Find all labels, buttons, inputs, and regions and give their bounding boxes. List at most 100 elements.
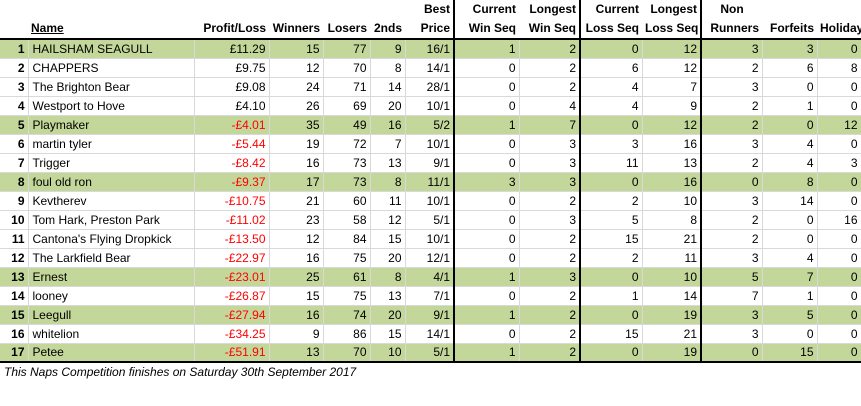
cell-forfeits: 0 xyxy=(762,229,818,249)
cell-non-runners: 3 xyxy=(701,38,763,59)
cell-name: whitelion xyxy=(28,324,195,344)
cell-forfeits: 0 xyxy=(762,324,818,344)
cell-longest-win: 2 xyxy=(519,77,581,97)
cell-best-price: 5/1 xyxy=(405,343,455,363)
cell-current-loss: 2 xyxy=(580,191,643,211)
header-seconds: 2nds xyxy=(370,19,405,40)
cell-non-runners: 3 xyxy=(701,134,763,154)
cell-losers: 61 xyxy=(323,267,371,287)
cell-current-win: 0 xyxy=(453,191,520,211)
cell-longest-loss: 10 xyxy=(642,267,702,287)
table-row: 14 looney -£26.87 15 75 13 7/1 0 2 1 14 7 1 0 xyxy=(0,286,861,306)
cell-rank: 4 xyxy=(0,96,29,116)
cell-rank: 8 xyxy=(0,172,29,192)
cell-longest-win: 7 xyxy=(519,115,581,135)
table-row: 4 Westport to Hove £4.10 26 69 20 10/1 0 4 4 9 2 1 0 xyxy=(0,96,861,116)
cell-profit: £11.29 xyxy=(194,38,270,59)
cell-name: Cantona's Flying Dropkick xyxy=(28,229,195,249)
cell-seconds: 20 xyxy=(370,248,406,268)
cell-forfeits: 4 xyxy=(762,248,818,268)
table-row: 13 Ernest -£23.01 25 61 8 4/1 1 3 0 10 5 7 0 xyxy=(0,267,861,287)
cell-forfeits: 8 xyxy=(762,172,818,192)
cell-non-runners: 3 xyxy=(701,305,763,325)
header-current-win-top: Current xyxy=(453,0,519,19)
cell-longest-loss: 21 xyxy=(642,324,702,344)
cell-non-runners: 2 xyxy=(701,96,763,116)
cell-profit: -£34.25 xyxy=(194,324,270,344)
cell-best-price: 11/1 xyxy=(405,172,455,192)
cell-forfeits: 7 xyxy=(762,267,818,287)
table-row: 16 whitelion -£34.25 9 86 15 14/1 0 2 15 21 3 0 0 xyxy=(0,324,861,344)
cell-holiday: 0 xyxy=(817,229,861,249)
cell-current-win: 0 xyxy=(453,134,520,154)
cell-longest-win: 3 xyxy=(519,172,581,192)
cell-holiday: 0 xyxy=(817,305,861,325)
header-winners: Winners xyxy=(269,19,323,40)
cell-winners: 9 xyxy=(269,324,324,344)
cell-forfeits: 1 xyxy=(762,286,818,306)
cell-rank: 2 xyxy=(0,58,29,78)
cell-current-win: 1 xyxy=(453,267,520,287)
header-losers-top xyxy=(323,0,370,19)
cell-holiday: 0 xyxy=(817,38,861,59)
header-rank-top xyxy=(0,0,28,19)
cell-seconds: 12 xyxy=(370,210,406,230)
cell-holiday: 0 xyxy=(817,286,861,306)
cell-forfeits: 4 xyxy=(762,134,818,154)
table-row: 7 Trigger -£8.42 16 73 13 9/1 0 3 11 13 2 4 3 xyxy=(0,153,861,173)
cell-non-runners: 3 xyxy=(701,248,763,268)
cell-losers: 70 xyxy=(323,58,371,78)
cell-name: martin tyler xyxy=(28,134,195,154)
cell-forfeits: 0 xyxy=(762,77,818,97)
cell-longest-loss: 16 xyxy=(642,172,702,192)
cell-rank: 17 xyxy=(0,343,29,363)
cell-current-loss: 11 xyxy=(580,153,643,173)
table-row: 15 Leegull -£27.94 16 74 20 9/1 1 2 0 19 3 5 0 xyxy=(0,305,861,325)
cell-current-win: 1 xyxy=(453,305,520,325)
cell-name: CHAPPERS xyxy=(28,58,195,78)
header-current-loss-top: Current xyxy=(595,2,639,16)
cell-best-price: 9/1 xyxy=(405,153,455,173)
cell-current-win: 0 xyxy=(453,324,520,344)
table-header: Best Current Longest Current Longest Non… xyxy=(0,0,861,40)
cell-winners: 16 xyxy=(269,248,324,268)
cell-current-loss: 3 xyxy=(580,134,643,154)
cell-longest-loss: 7 xyxy=(642,77,702,97)
cell-holiday: 8 xyxy=(817,58,861,78)
cell-longest-win: 2 xyxy=(519,343,581,363)
cell-best-price: 5/1 xyxy=(405,210,455,230)
header-forfeits-top xyxy=(762,0,817,19)
cell-current-loss: 15 xyxy=(580,324,643,344)
header-longest-loss-top: Longest xyxy=(642,0,702,19)
cell-name: Playmaker xyxy=(28,115,195,135)
cell-winners: 12 xyxy=(269,58,324,78)
cell-losers: 71 xyxy=(323,77,371,97)
cell-current-loss: 0 xyxy=(580,38,643,59)
cell-holiday: 3 xyxy=(817,153,861,173)
cell-current-win: 0 xyxy=(453,77,520,97)
cell-non-runners: 0 xyxy=(701,343,763,363)
cell-current-loss: 0 xyxy=(580,343,643,363)
cell-non-runners: 5 xyxy=(701,267,763,287)
cell-best-price: 10/1 xyxy=(405,134,455,154)
cell-forfeits: 0 xyxy=(762,210,818,230)
cell-holiday: 16 xyxy=(817,210,861,230)
header-rank xyxy=(0,19,28,40)
cell-longest-loss: 14 xyxy=(642,286,702,306)
cell-rank: 12 xyxy=(0,248,29,268)
cell-current-loss: 0 xyxy=(580,305,643,325)
cell-losers: 73 xyxy=(323,172,371,192)
cell-profit: -£22.97 xyxy=(194,248,270,268)
cell-rank: 13 xyxy=(0,267,29,287)
table-row: 9 Kevtherev -£10.75 21 60 11 10/1 0 2 2 10 3 14 0 xyxy=(0,191,861,211)
cell-current-win: 1 xyxy=(453,38,520,59)
cell-current-loss: 0 xyxy=(580,115,643,135)
table-row: 11 Cantona's Flying Dropkick -£13.50 12 84 15… xyxy=(0,229,861,249)
cell-losers: 84 xyxy=(323,229,371,249)
cell-best-price: 9/1 xyxy=(405,305,455,325)
cell-holiday: 0 xyxy=(817,96,861,116)
header-non-runners: Runners xyxy=(701,19,762,40)
header-best-price: Price xyxy=(405,19,454,40)
cell-longest-win: 3 xyxy=(519,210,581,230)
cell-profit: -£27.94 xyxy=(194,305,270,325)
